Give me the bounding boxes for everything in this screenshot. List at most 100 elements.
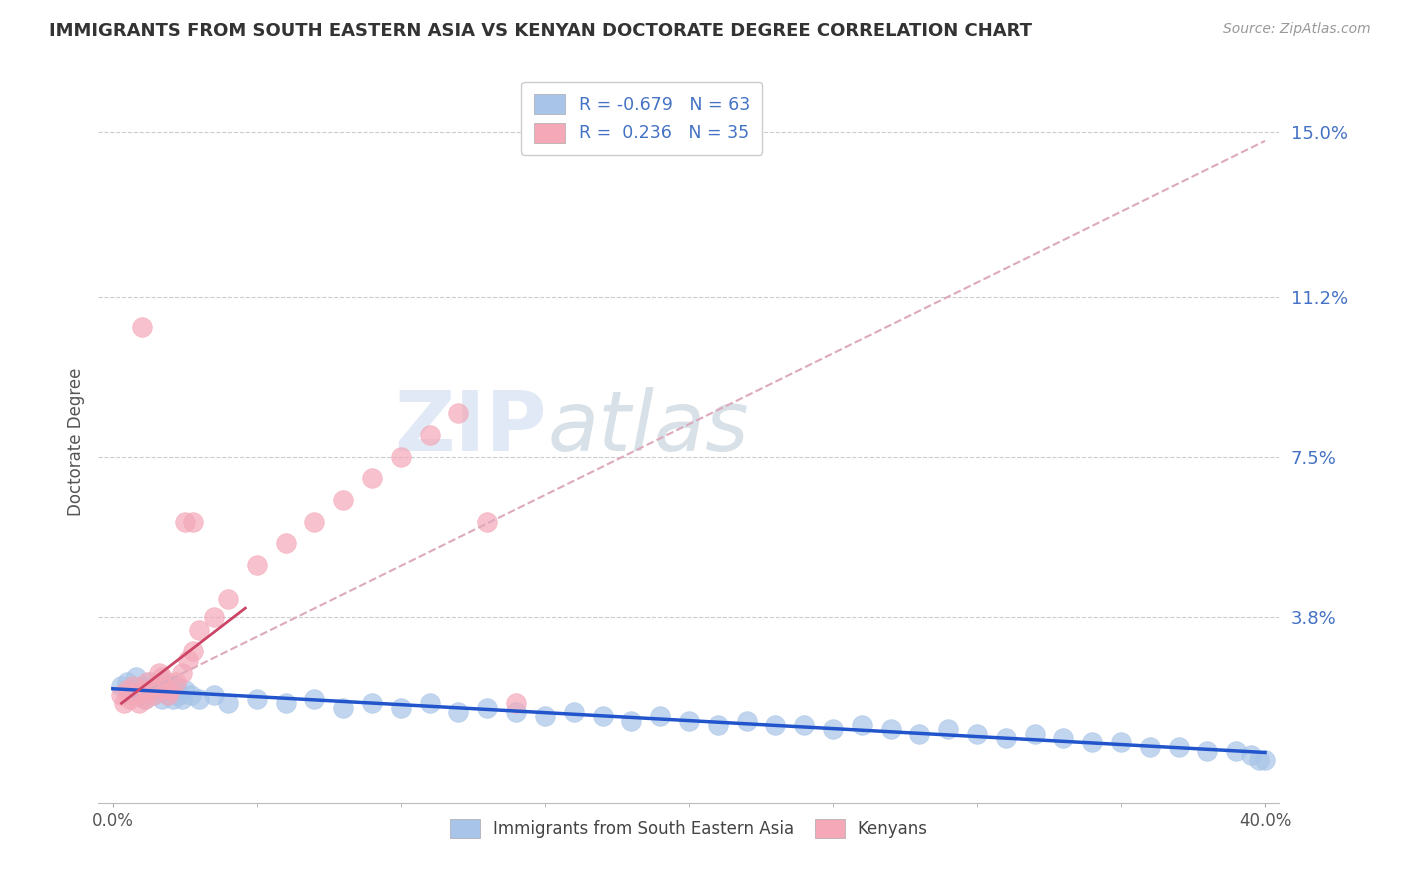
- Point: [908, 726, 931, 740]
- Point: [173, 515, 195, 529]
- Point: [735, 714, 758, 728]
- Point: [167, 688, 190, 702]
- Point: [994, 731, 1017, 745]
- Point: [1240, 748, 1263, 763]
- Point: [1167, 739, 1189, 754]
- Point: [477, 700, 499, 714]
- Point: [142, 688, 165, 702]
- Point: [145, 679, 167, 693]
- Point: [131, 319, 153, 334]
- Point: [115, 683, 138, 698]
- Point: [1109, 735, 1132, 749]
- Point: [332, 700, 354, 714]
- Point: [246, 558, 269, 572]
- Point: [159, 683, 181, 698]
- Point: [170, 665, 193, 680]
- Text: ZIP: ZIP: [395, 386, 547, 467]
- Point: [177, 653, 200, 667]
- Point: [389, 450, 412, 464]
- Point: [1225, 744, 1247, 758]
- Point: [150, 692, 173, 706]
- Point: [361, 471, 384, 485]
- Point: [136, 674, 159, 689]
- Point: [148, 683, 170, 698]
- Point: [879, 723, 901, 737]
- Point: [1197, 744, 1219, 758]
- Point: [159, 683, 181, 698]
- Point: [505, 705, 527, 719]
- Point: [304, 692, 326, 706]
- Point: [134, 692, 156, 706]
- Point: [202, 609, 225, 624]
- Point: [110, 688, 132, 702]
- Point: [1081, 735, 1104, 749]
- Legend: Immigrants from South Eastern Asia, Kenyans: Immigrants from South Eastern Asia, Keny…: [443, 813, 935, 845]
- Point: [153, 674, 176, 689]
- Y-axis label: Doctorate Degree: Doctorate Degree: [66, 368, 84, 516]
- Point: [148, 665, 170, 680]
- Point: [202, 688, 225, 702]
- Point: [477, 515, 499, 529]
- Point: [180, 688, 202, 702]
- Point: [162, 692, 184, 706]
- Point: [131, 679, 153, 693]
- Text: atlas: atlas: [547, 386, 749, 467]
- Point: [112, 696, 135, 710]
- Point: [361, 696, 384, 710]
- Point: [165, 679, 187, 693]
- Point: [419, 696, 441, 710]
- Point: [136, 683, 159, 698]
- Text: Source: ZipAtlas.com: Source: ZipAtlas.com: [1223, 22, 1371, 37]
- Point: [304, 515, 326, 529]
- Point: [332, 492, 354, 507]
- Point: [156, 688, 179, 702]
- Point: [706, 718, 728, 732]
- Point: [274, 696, 297, 710]
- Point: [165, 674, 187, 689]
- Text: IMMIGRANTS FROM SOUTH EASTERN ASIA VS KENYAN DOCTORATE DEGREE CORRELATION CHART: IMMIGRANTS FROM SOUTH EASTERN ASIA VS KE…: [49, 22, 1032, 40]
- Point: [156, 688, 179, 702]
- Point: [1139, 739, 1161, 754]
- Point: [122, 683, 145, 698]
- Point: [447, 406, 470, 420]
- Point: [188, 623, 211, 637]
- Point: [1249, 752, 1271, 766]
- Point: [650, 709, 672, 723]
- Point: [246, 692, 269, 706]
- Point: [678, 714, 700, 728]
- Point: [183, 515, 205, 529]
- Point: [139, 674, 162, 689]
- Point: [150, 670, 173, 684]
- Point: [534, 709, 557, 723]
- Point: [936, 723, 959, 737]
- Point: [389, 700, 412, 714]
- Point: [821, 723, 844, 737]
- Point: [173, 683, 195, 698]
- Point: [217, 592, 239, 607]
- Point: [793, 718, 815, 732]
- Point: [120, 692, 142, 706]
- Point: [125, 688, 148, 702]
- Point: [131, 683, 153, 698]
- Point: [274, 536, 297, 550]
- Point: [128, 688, 150, 702]
- Point: [1024, 726, 1046, 740]
- Point: [1254, 752, 1277, 766]
- Point: [145, 679, 167, 693]
- Point: [763, 718, 786, 732]
- Point: [1052, 731, 1074, 745]
- Point: [419, 428, 441, 442]
- Point: [183, 644, 205, 658]
- Point: [142, 688, 165, 702]
- Point: [592, 709, 614, 723]
- Point: [620, 714, 643, 728]
- Point: [562, 705, 585, 719]
- Point: [217, 696, 239, 710]
- Point: [110, 679, 132, 693]
- Point: [505, 696, 527, 710]
- Point: [115, 674, 138, 689]
- Point: [966, 726, 988, 740]
- Point: [851, 718, 873, 732]
- Point: [125, 670, 148, 684]
- Point: [134, 692, 156, 706]
